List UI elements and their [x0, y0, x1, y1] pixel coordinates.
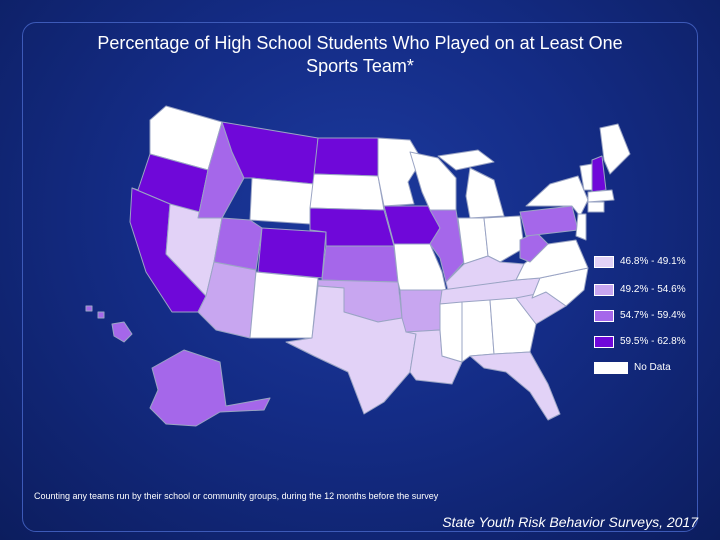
state-hawaii-islet-2 — [85, 305, 93, 312]
state-south-dakota — [309, 173, 385, 211]
state-utah — [213, 217, 263, 271]
legend-swatch-1 — [594, 256, 614, 268]
state-north-dakota — [313, 137, 379, 177]
state-florida — [469, 351, 561, 421]
state-new-jersey — [575, 213, 587, 241]
state-new-hampshire — [591, 155, 607, 193]
state-alaska — [149, 349, 271, 427]
state-illinois — [429, 209, 465, 283]
state-connecticut — [587, 201, 605, 213]
map-title-line-2: Sports Team* — [306, 56, 414, 76]
state-kansas — [321, 245, 399, 283]
footnote: Counting any teams run by their school o… — [34, 491, 439, 501]
legend-label-2: 49.2% - 54.6% — [620, 284, 686, 295]
legend-swatch-4 — [594, 336, 614, 348]
legend-label-3: 54.7% - 59.4% — [620, 310, 686, 321]
legend-swatch-2 — [594, 284, 614, 296]
slide-frame — [22, 22, 698, 532]
state-colorado — [257, 227, 327, 279]
legend-swatch-5 — [594, 362, 628, 374]
state-massachusetts — [587, 189, 615, 203]
state-alabama — [461, 299, 495, 363]
legend-label-4: 59.5% - 62.8% — [620, 336, 686, 347]
state-arkansas — [399, 289, 443, 333]
map-title: Percentage of High School Students Who P… — [30, 32, 690, 78]
state-virginia — [515, 239, 589, 281]
state-minnesota — [377, 137, 423, 207]
state-wyoming — [249, 177, 315, 225]
state-georgia — [489, 297, 537, 355]
state-arizona — [197, 261, 257, 339]
state-new-mexico — [249, 271, 319, 339]
state-hawaii — [111, 321, 133, 343]
state-mississippi — [439, 301, 463, 363]
state-ohio — [483, 215, 525, 263]
state-michigan — [465, 167, 505, 219]
state-hawaii-islet-1 — [97, 311, 105, 319]
legend-swatch-3 — [594, 310, 614, 322]
state-texas — [285, 285, 417, 415]
map-title-line-1: Percentage of High School Students Who P… — [97, 33, 623, 53]
source-citation: State Youth Risk Behavior Surveys, 2017 — [442, 514, 698, 530]
state-michigan-up — [437, 149, 495, 171]
legend-label-5: No Data — [634, 362, 671, 373]
state-maine — [599, 123, 631, 175]
legend-label-1: 46.8% - 49.1% — [620, 256, 686, 267]
state-pennsylvania — [519, 205, 579, 237]
